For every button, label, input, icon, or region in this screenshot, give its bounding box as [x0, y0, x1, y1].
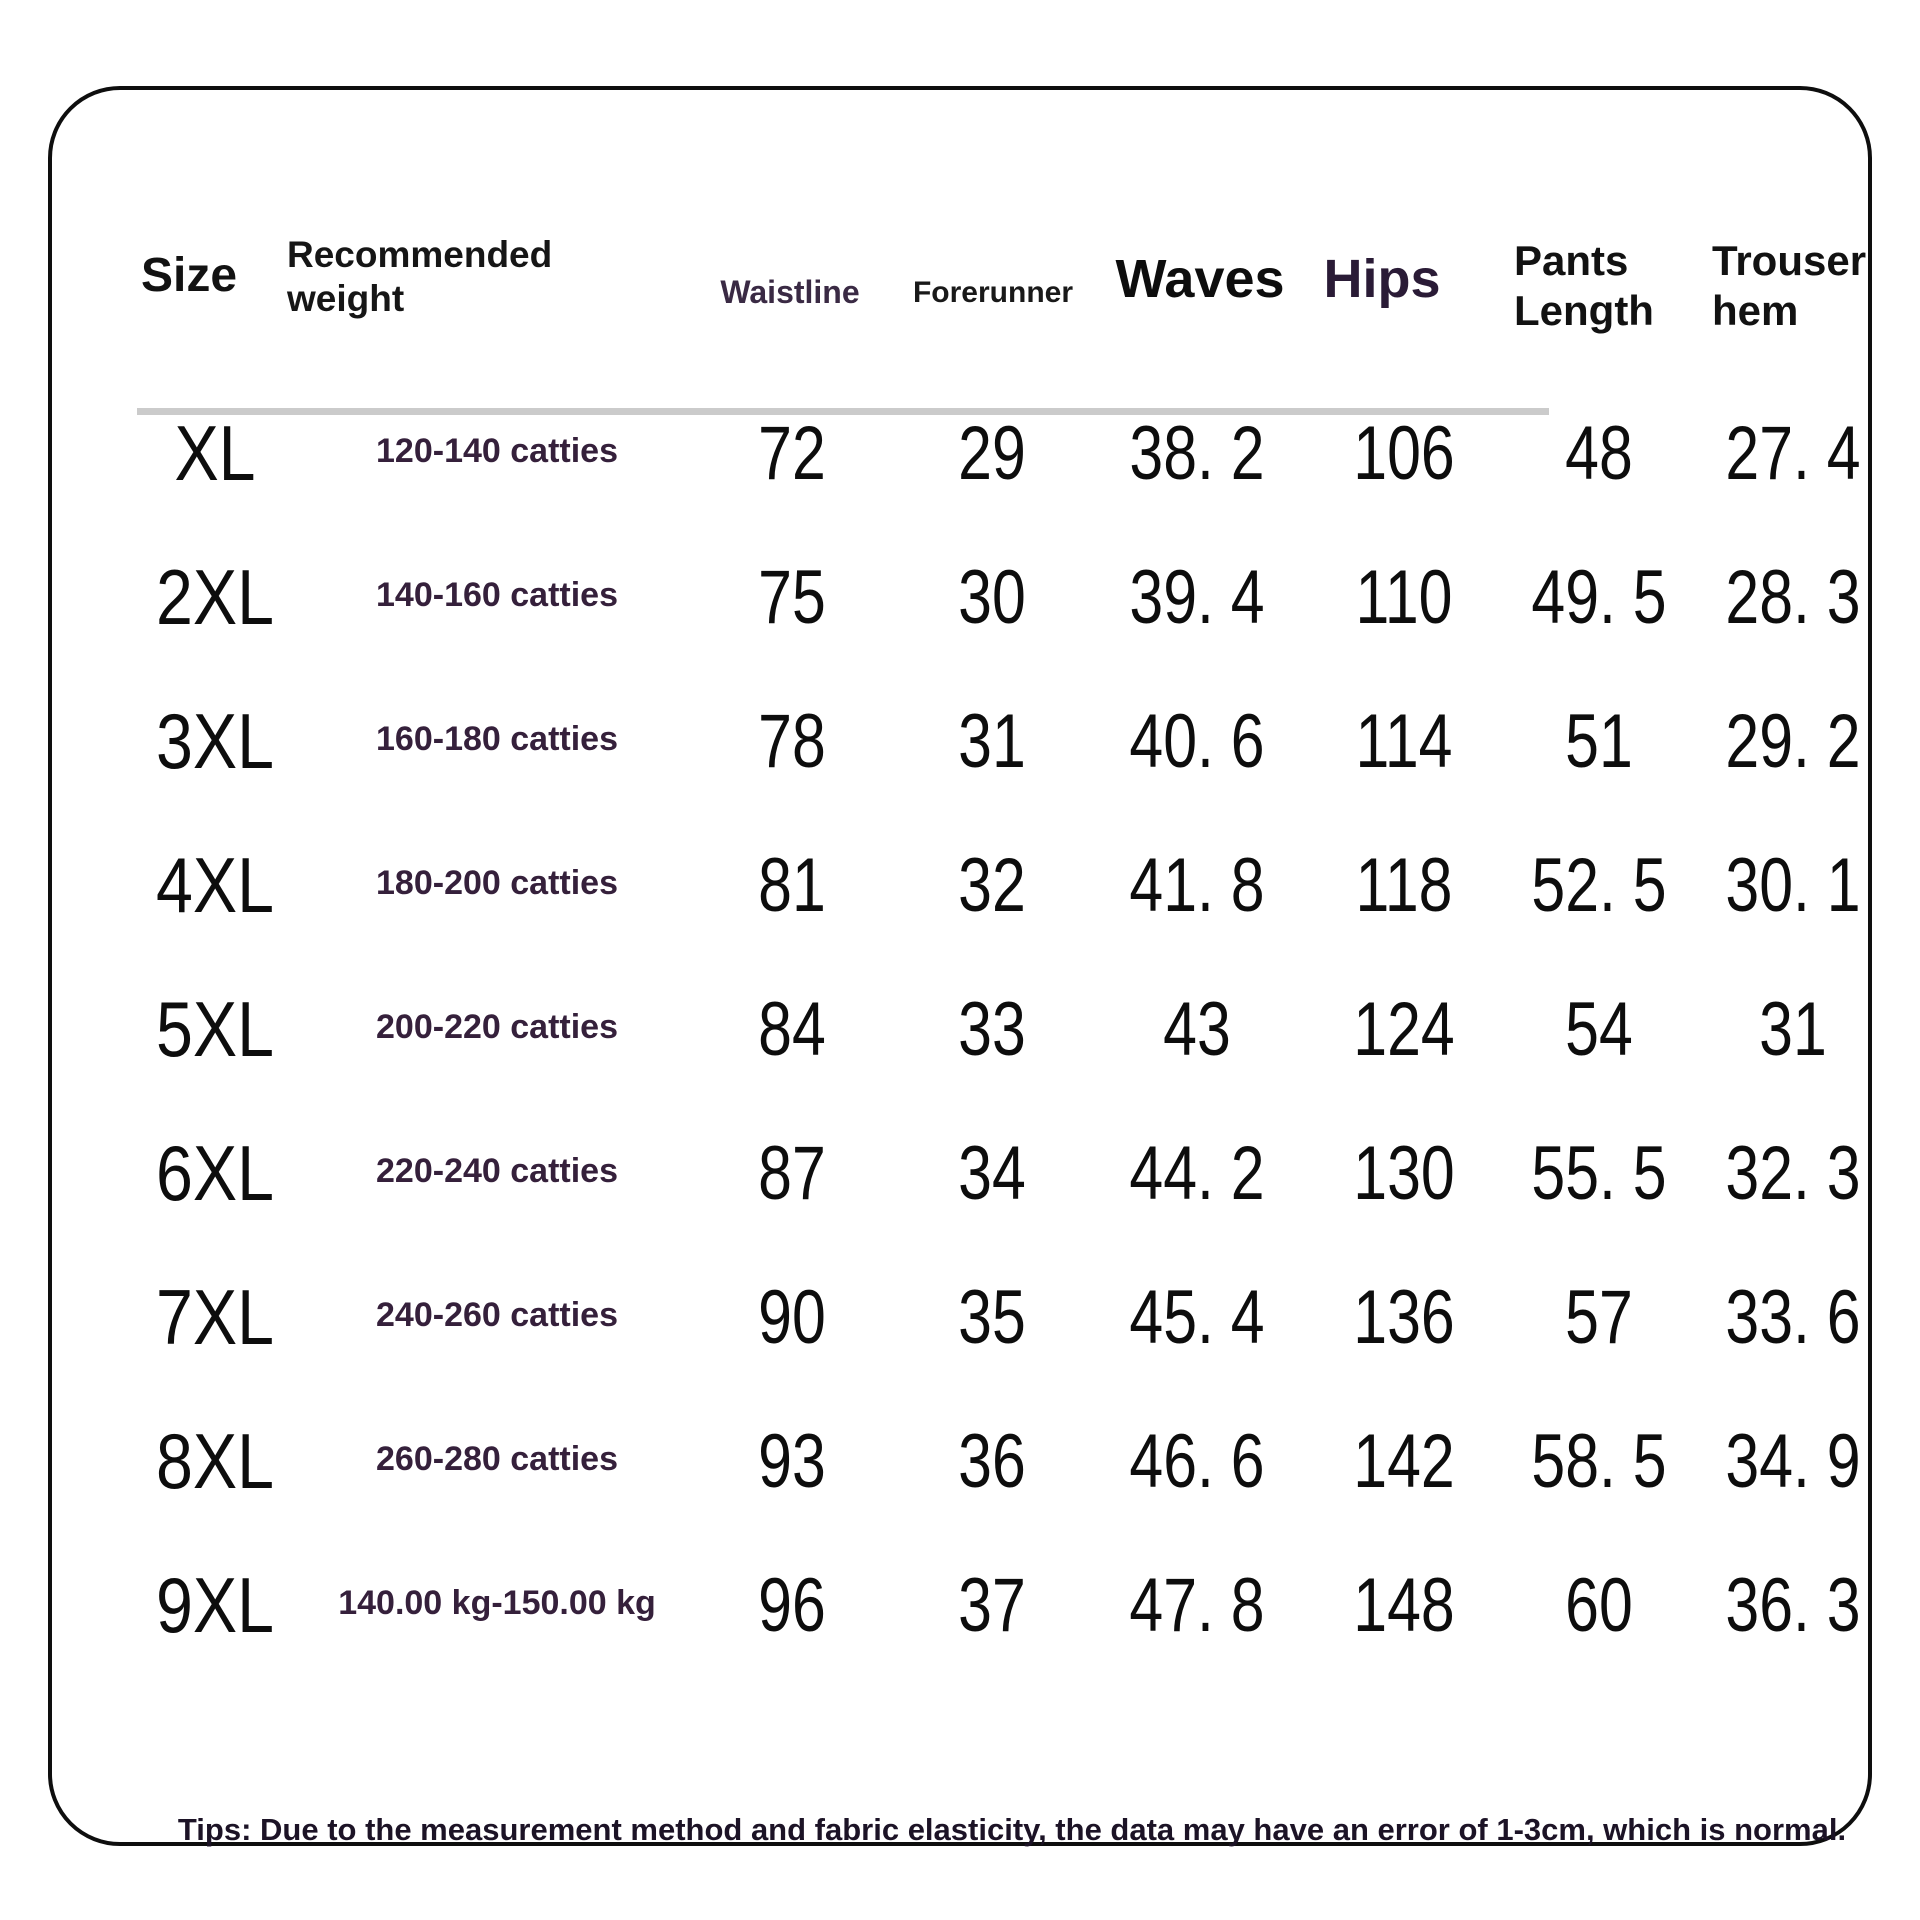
- pants-length-cell: 58. 5: [1531, 1419, 1667, 1505]
- trouser-hem-cell: 30. 1: [1725, 843, 1861, 929]
- trouser-hem-cell: 27. 4: [1725, 411, 1861, 497]
- pants-length-cell: 48: [1565, 411, 1633, 497]
- table-row: 5XL 200-220 catties 84 33 43 124 54 31: [52, 953, 1920, 1097]
- forerunner-cell: 33: [958, 987, 1026, 1073]
- tips-note: Tips: Due to the measurement method and …: [177, 1812, 1847, 1847]
- recommended-weight-cell: 160-180 catties: [376, 719, 618, 758]
- waistline-cell: 87: [758, 1131, 826, 1217]
- waves-cell: 45. 4: [1129, 1275, 1265, 1361]
- waves-cell: 39. 4: [1129, 555, 1265, 641]
- hips-cell: 110: [1355, 555, 1453, 641]
- pants-length-cell: 57: [1565, 1275, 1633, 1361]
- size-cell: 6XL: [156, 1129, 274, 1218]
- forerunner-cell: 31: [958, 699, 1026, 785]
- header-recommended-weight: Recommended weight: [287, 234, 553, 319]
- trouser-hem-cell: 33. 6: [1725, 1275, 1861, 1361]
- hips-cell: 148: [1353, 1563, 1455, 1649]
- trouser-hem-cell: 28. 3: [1725, 555, 1861, 641]
- forerunner-cell: 32: [958, 843, 1026, 929]
- recommended-weight-cell: 200-220 catties: [376, 1007, 618, 1046]
- size-cell: XL: [174, 409, 256, 498]
- hips-cell: 130: [1353, 1131, 1455, 1217]
- waves-cell: 43: [1163, 987, 1231, 1073]
- forerunner-cell: 37: [958, 1563, 1026, 1649]
- forerunner-cell: 30: [958, 555, 1026, 641]
- recommended-weight-cell: 220-240 catties: [376, 1151, 618, 1190]
- table-row: 3XL 160-180 catties 78 31 40. 6 114 51 2…: [52, 665, 1920, 809]
- forerunner-cell: 35: [958, 1275, 1026, 1361]
- forerunner-cell: 29: [958, 411, 1026, 497]
- header-divider: [137, 408, 1549, 415]
- header-waves: Waves: [1115, 249, 1285, 309]
- hips-cell: 118: [1355, 843, 1453, 929]
- forerunner-cell: 36: [958, 1419, 1026, 1505]
- size-cell: 7XL: [156, 1273, 274, 1362]
- size-cell: 9XL: [156, 1561, 274, 1650]
- hips-cell: 136: [1353, 1275, 1455, 1361]
- recommended-weight-cell: 260-280 catties: [376, 1439, 618, 1478]
- waves-cell: 44. 2: [1129, 1131, 1265, 1217]
- recommended-weight-cell: 140-160 catties: [376, 575, 618, 614]
- size-cell: 2XL: [156, 553, 274, 642]
- pants-length-cell: 49. 5: [1531, 555, 1667, 641]
- pants-length-cell: 52. 5: [1531, 843, 1667, 929]
- trouser-hem-cell: 29. 2: [1725, 699, 1861, 785]
- header-waistline: Waistline: [720, 274, 860, 310]
- pants-length-cell: 54: [1565, 987, 1633, 1073]
- waistline-cell: 75: [758, 555, 826, 641]
- pants-length-cell: 51: [1565, 699, 1633, 785]
- table-row: 7XL 240-260 catties 90 35 45. 4 136 57 3…: [52, 1241, 1920, 1385]
- pants-length-cell: 55. 5: [1531, 1131, 1667, 1217]
- hips-cell: 114: [1355, 699, 1453, 785]
- table-row: 2XL 140-160 catties 75 30 39. 4 110 49. …: [52, 521, 1920, 665]
- recommended-weight-cell: 180-200 catties: [376, 863, 618, 902]
- trouser-hem-cell: 36. 3: [1725, 1563, 1861, 1649]
- hips-cell: 142: [1353, 1419, 1455, 1505]
- waistline-cell: 81: [758, 843, 826, 929]
- waistline-cell: 93: [758, 1419, 826, 1505]
- size-cell: 5XL: [156, 985, 274, 1074]
- recommended-weight-cell: 240-260 catties: [376, 1295, 618, 1334]
- size-cell: 8XL: [156, 1417, 274, 1506]
- recommended-weight-cell: 120-140 catties: [376, 431, 618, 470]
- trouser-hem-cell: 31: [1759, 987, 1827, 1073]
- recommended-weight-cell: 140.00 kg-150.00 kg: [338, 1583, 656, 1622]
- waves-cell: 40. 6: [1129, 699, 1265, 785]
- table-row: 6XL 220-240 catties 87 34 44. 2 130 55. …: [52, 1097, 1920, 1241]
- hips-cell: 106: [1353, 411, 1455, 497]
- waistline-cell: 96: [758, 1563, 826, 1649]
- table-row: 9XL 140.00 kg-150.00 kg 96 37 47. 8 148 …: [52, 1529, 1920, 1673]
- size-cell: 3XL: [156, 697, 274, 786]
- waves-cell: 41. 8: [1129, 843, 1265, 929]
- header-pants-length: Pants Length: [1514, 237, 1654, 334]
- pants-length-cell: 60: [1565, 1563, 1633, 1649]
- header-hips: Hips: [1323, 249, 1441, 309]
- waves-cell: 47. 8: [1129, 1563, 1265, 1649]
- waves-cell: 38. 2: [1129, 411, 1265, 497]
- header-trouser-hem: Trouser hem: [1712, 237, 1867, 334]
- trouser-hem-cell: 32. 3: [1725, 1131, 1861, 1217]
- table-row: 8XL 260-280 catties 93 36 46. 6 142 58. …: [52, 1385, 1920, 1529]
- waves-cell: 46. 6: [1129, 1419, 1265, 1505]
- size-cell: 4XL: [156, 841, 274, 930]
- waistline-cell: 90: [758, 1275, 826, 1361]
- waistline-cell: 72: [758, 411, 826, 497]
- hips-cell: 124: [1353, 987, 1455, 1073]
- header-forerunner: Forerunner: [912, 276, 1074, 309]
- header-size: Size: [140, 249, 238, 302]
- waistline-cell: 84: [758, 987, 826, 1073]
- size-chart-frame: Size Recommended weight Waistline Foreru…: [48, 86, 1872, 1847]
- table-row: 4XL 180-200 catties 81 32 41. 8 118 52. …: [52, 809, 1920, 953]
- trouser-hem-cell: 34. 9: [1725, 1419, 1861, 1505]
- waistline-cell: 78: [758, 699, 826, 785]
- forerunner-cell: 34: [958, 1131, 1026, 1217]
- table-row: XL 120-140 catties 72 29 38. 2 106 48 27…: [52, 377, 1920, 521]
